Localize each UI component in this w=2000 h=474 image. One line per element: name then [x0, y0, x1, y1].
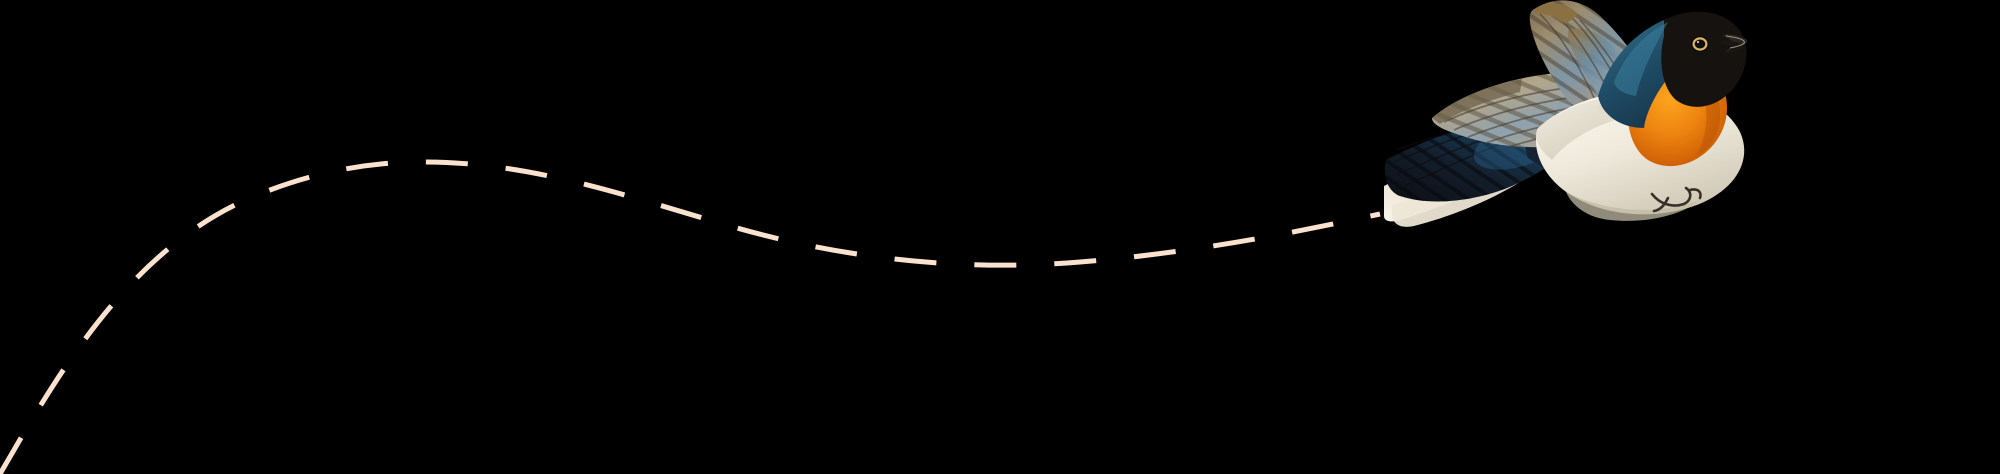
eye-pupil [1696, 41, 1704, 49]
lower-wing-tip-shade [1432, 79, 1522, 124]
bird-feet [1650, 186, 1702, 213]
bird-beak [1720, 34, 1748, 54]
bird-head [1598, 11, 1748, 128]
beak-highlight [1725, 35, 1745, 49]
body-under-shadow [1566, 192, 1700, 221]
crown-highlight [1614, 22, 1668, 96]
flight-path-trail [0, 159, 1381, 474]
bird-illustration [1384, 0, 1748, 227]
upper-wing-leading-edge [1534, 3, 1578, 24]
bird-eye [1691, 36, 1709, 52]
flight-path-line [0, 159, 1381, 474]
eye-glint [1696, 40, 1700, 44]
eye-ring [1692, 37, 1708, 51]
